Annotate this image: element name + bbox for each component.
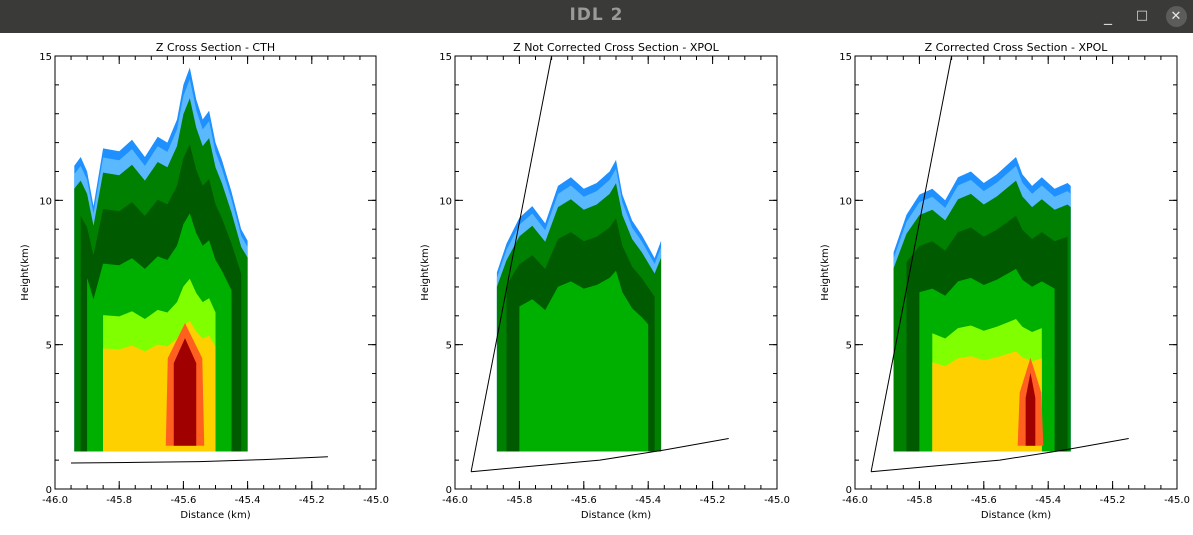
x-tick-label: -46.0: [442, 495, 468, 506]
echo-layer-4: [519, 270, 649, 452]
x-tick-label: -45.4: [635, 495, 661, 506]
y-tick-label: 15: [39, 52, 52, 63]
y-tick-label: 15: [839, 52, 852, 63]
beam-line: [70, 456, 328, 464]
x-tick-label: -45.8: [106, 495, 132, 506]
x-tick-label: -45.8: [906, 495, 932, 506]
y-tick-label: 0: [846, 485, 852, 496]
x-tick-label: -45.4: [235, 495, 261, 506]
y-tick-label: 10: [39, 196, 52, 207]
y-axis-label: Height(km): [420, 244, 431, 300]
chart-title: Z Corrected Cross Section - XPOL: [925, 41, 1109, 54]
x-tick-label: -46.0: [842, 495, 868, 506]
maximize-button[interactable]: □: [1135, 8, 1149, 23]
x-tick-label: -45.2: [299, 495, 325, 506]
y-tick-label: 15: [439, 52, 452, 63]
beam-line: [471, 438, 729, 473]
x-tick-label: -45.2: [700, 495, 726, 506]
window-titlebar[interactable]: IDL 2 _ □ ✕: [0, 0, 1193, 33]
y-tick-label: 5: [446, 341, 452, 352]
echo-layer-6: [932, 351, 1042, 452]
minimize-button[interactable]: _: [1104, 6, 1112, 25]
close-icon[interactable]: ✕: [1165, 6, 1187, 27]
y-tick-label: 5: [46, 341, 52, 352]
y-tick-label: 10: [439, 196, 452, 207]
beam-line: [870, 55, 953, 472]
chart-title: Z Cross Section - CTH: [156, 41, 275, 54]
chart-title: Z Not Corrected Cross Section - XPOL: [513, 41, 720, 54]
x-tick-label: -46.0: [42, 495, 68, 506]
y-tick-label: 0: [446, 485, 452, 496]
y-axis-label: Height(km): [20, 244, 31, 300]
close-button[interactable]: ✕: [1162, 0, 1190, 33]
x-axis-label: Distance (km): [581, 510, 651, 521]
x-tick-label: -45.0: [363, 495, 389, 506]
y-tick-label: 10: [839, 196, 852, 207]
x-tick-label: -45.8: [506, 495, 532, 506]
y-tick-label: 0: [46, 485, 52, 496]
plot-area: -46.0 -45.8 -45.6 -45.4 -45.2 -45.0 0 5 10 15 Z Cr…: [0, 33, 1193, 531]
x-axis-label: Distance (km): [981, 510, 1051, 521]
x-tick-label: -45.2: [1100, 495, 1126, 506]
beam-line: [871, 438, 1129, 473]
x-tick-label: -45.6: [571, 495, 597, 506]
x-tick-label: -45.0: [764, 495, 790, 506]
beam-line: [470, 55, 553, 472]
window-title: IDL 2: [569, 5, 624, 25]
x-tick-label: -45.6: [170, 495, 196, 506]
y-tick-label: 5: [846, 341, 852, 352]
x-tick-label: -45.6: [971, 495, 997, 506]
x-axis-label: Distance (km): [180, 510, 250, 521]
x-tick-label: -45.4: [1035, 495, 1061, 506]
core-inner: [173, 338, 197, 446]
core-inner: [1025, 372, 1036, 446]
y-axis-label: Height(km): [820, 244, 831, 300]
cross-section-plots: -46.0 -45.8 -45.6 -45.4 -45.2 -45.0 0 5 10 15 Z Cr…: [20, 41, 1190, 521]
x-tick-label: -45.0: [1164, 495, 1190, 506]
